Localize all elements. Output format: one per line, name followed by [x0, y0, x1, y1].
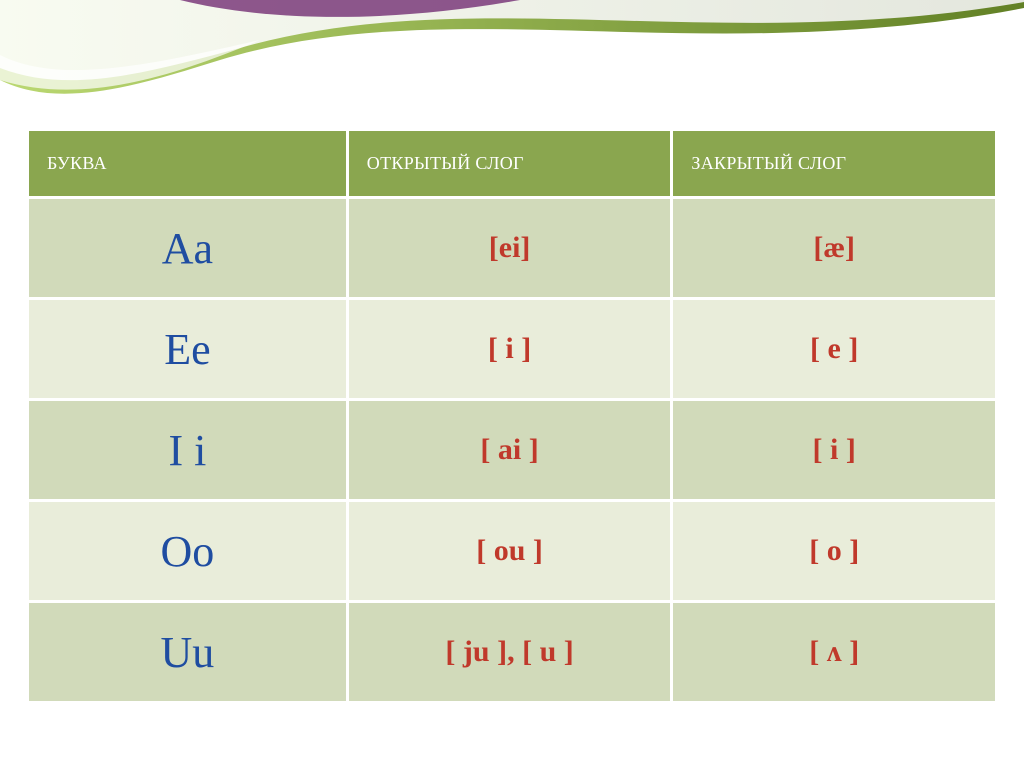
cell-closed: [ ʌ ] [673, 603, 995, 701]
cell-letter: Oo [29, 502, 346, 600]
table-row: Oo [ ou ] [ o ] [29, 502, 995, 600]
header-open-syllable: ОТКРЫТЫЙ СЛОГ [349, 131, 671, 196]
cell-open: [ i ] [349, 300, 671, 398]
table-row: Ee [ i ] [ e ] [29, 300, 995, 398]
cell-closed: [æ] [673, 199, 995, 297]
header-closed-syllable: ЗАКРЫТЫЙ СЛОГ [673, 131, 995, 196]
cell-closed: [ i ] [673, 401, 995, 499]
table-row: Aa [ei] [æ] [29, 199, 995, 297]
phonetics-table-container: БУКВА ОТКРЫТЫЙ СЛОГ ЗАКРЫТЫЙ СЛОГ Aa [ei… [26, 128, 998, 704]
table-row: Uu [ ju ], [ u ] [ ʌ ] [29, 603, 995, 701]
cell-closed: [ e ] [673, 300, 995, 398]
cell-letter: Ee [29, 300, 346, 398]
cell-letter: I i [29, 401, 346, 499]
decorative-swoosh [0, 0, 1024, 130]
table-row: I i [ ai ] [ i ] [29, 401, 995, 499]
cell-closed: [ o ] [673, 502, 995, 600]
header-letter: БУКВА [29, 131, 346, 196]
phonetics-table: БУКВА ОТКРЫТЫЙ СЛОГ ЗАКРЫТЫЙ СЛОГ Aa [ei… [26, 128, 998, 704]
cell-open: [ei] [349, 199, 671, 297]
cell-open: [ ai ] [349, 401, 671, 499]
cell-letter: Aa [29, 199, 346, 297]
cell-letter: Uu [29, 603, 346, 701]
table-header-row: БУКВА ОТКРЫТЫЙ СЛОГ ЗАКРЫТЫЙ СЛОГ [29, 131, 995, 196]
cell-open: [ ju ], [ u ] [349, 603, 671, 701]
cell-open: [ ou ] [349, 502, 671, 600]
